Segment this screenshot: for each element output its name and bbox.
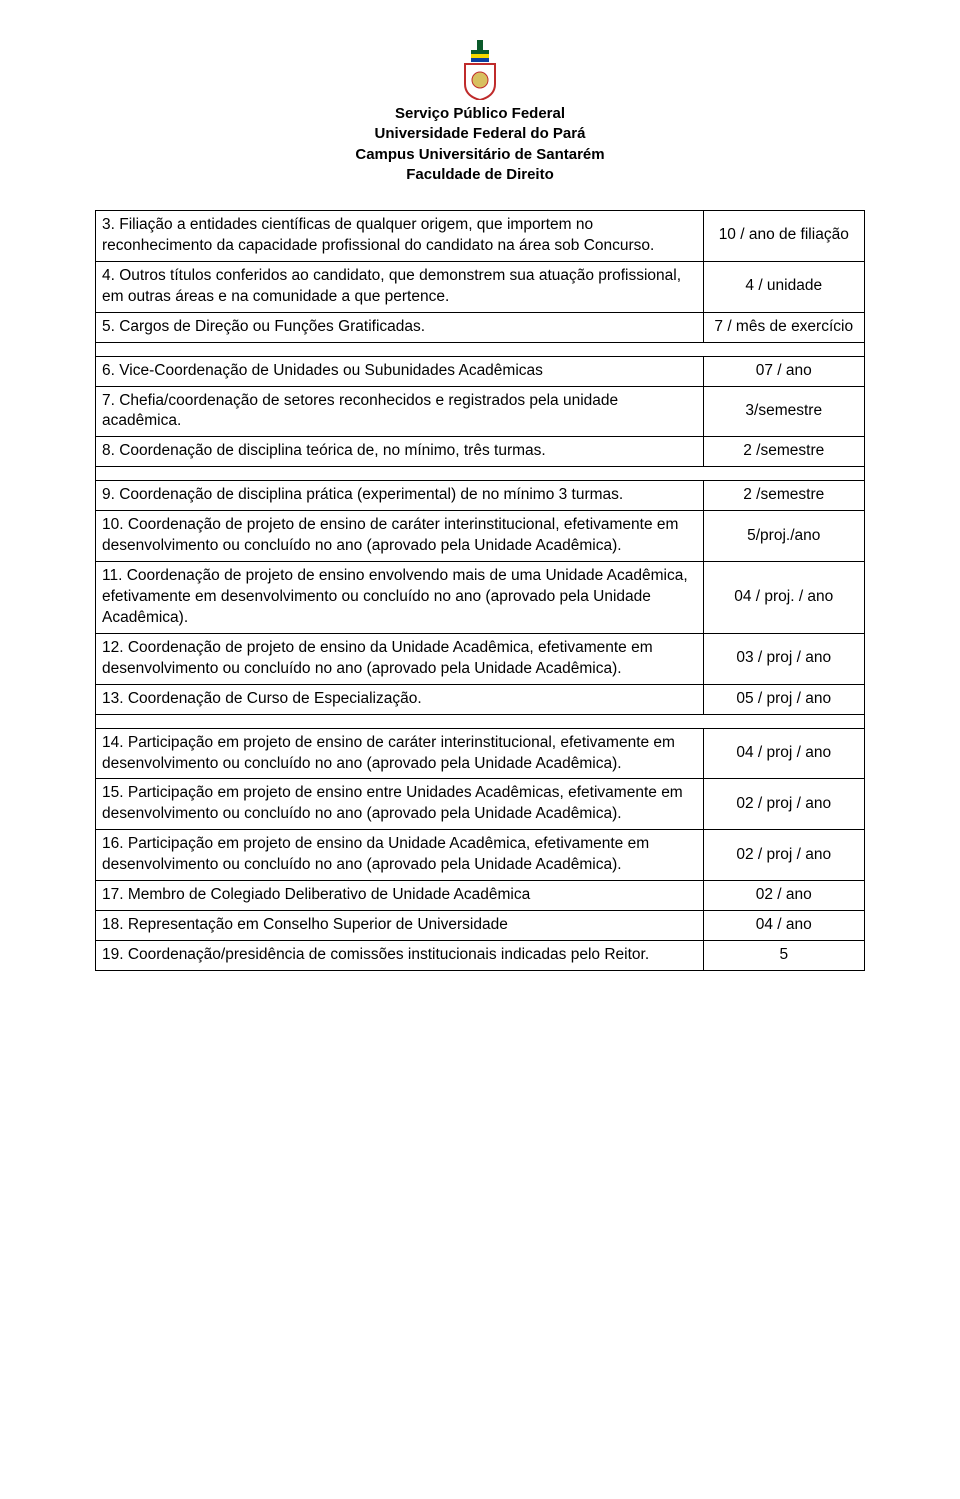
criteria-desc: 17. Membro de Colegiado Deliberativo de … — [96, 881, 704, 911]
criteria-points: 2 /semestre — [703, 481, 865, 511]
header-line-2: Universidade Federal do Pará — [95, 124, 865, 144]
criteria-desc: 9. Coordenação de disciplina prática (ex… — [96, 481, 704, 511]
criteria-desc: 4. Outros títulos conferidos ao candidat… — [96, 261, 704, 312]
criteria-desc: 16. Participação em projeto de ensino da… — [96, 830, 704, 881]
criteria-points: 04 / proj / ano — [703, 728, 865, 779]
criteria-points: 5/proj./ano — [703, 511, 865, 562]
criteria-points: 10 / ano de filiação — [703, 211, 865, 262]
table-row: 11. Coordenação de projeto de ensino env… — [96, 562, 865, 634]
criteria-desc: 3. Filiação a entidades científicas de q… — [96, 211, 704, 262]
criteria-desc: 18. Representação em Conselho Superior d… — [96, 911, 704, 941]
table-row: 12. Coordenação de projeto de ensino da … — [96, 633, 865, 684]
table-row: 4. Outros títulos conferidos ao candidat… — [96, 261, 865, 312]
table-row: 10. Coordenação de projeto de ensino de … — [96, 511, 865, 562]
criteria-desc: 7. Chefia/coordenação de setores reconhe… — [96, 386, 704, 437]
table-row: 13. Coordenação de Curso de Especializaç… — [96, 684, 865, 714]
criteria-points: 04 / proj. / ano — [703, 562, 865, 634]
table-gap — [96, 342, 865, 356]
criteria-table-c: 9. Coordenação de disciplina prática (ex… — [95, 480, 865, 728]
criteria-desc: 5. Cargos de Direção ou Funções Gratific… — [96, 312, 704, 342]
criteria-points: 02 / proj / ano — [703, 830, 865, 881]
criteria-points: 03 / proj / ano — [703, 633, 865, 684]
criteria-points: 7 / mês de exercício — [703, 312, 865, 342]
criteria-points: 02 / ano — [703, 881, 865, 911]
criteria-desc: 8. Coordenação de disciplina teórica de,… — [96, 437, 704, 467]
document-header: Serviço Público Federal Universidade Fed… — [95, 40, 865, 185]
table-row: 9. Coordenação de disciplina prática (ex… — [96, 481, 865, 511]
table-row: 17. Membro de Colegiado Deliberativo de … — [96, 881, 865, 911]
criteria-points: 02 / proj / ano — [703, 779, 865, 830]
table-row: 15. Participação em projeto de ensino en… — [96, 779, 865, 830]
table-gap — [96, 714, 865, 728]
criteria-desc: 13. Coordenação de Curso de Especializaç… — [96, 684, 704, 714]
criteria-desc: 19. Coordenação/presidência de comissões… — [96, 940, 704, 970]
criteria-points: 4 / unidade — [703, 261, 865, 312]
criteria-points: 5 — [703, 940, 865, 970]
criteria-points: 2 /semestre — [703, 437, 865, 467]
criteria-desc: 10. Coordenação de projeto de ensino de … — [96, 511, 704, 562]
table-gap — [96, 467, 865, 481]
header-line-1: Serviço Público Federal — [95, 104, 865, 124]
criteria-table-a: 3. Filiação a entidades científicas de q… — [95, 210, 865, 357]
table-row: 5. Cargos de Direção ou Funções Gratific… — [96, 312, 865, 342]
university-crest-icon — [455, 40, 505, 100]
criteria-desc: 11. Coordenação de projeto de ensino env… — [96, 562, 704, 634]
table-row: 14. Participação em projeto de ensino de… — [96, 728, 865, 779]
criteria-desc: 12. Coordenação de projeto de ensino da … — [96, 633, 704, 684]
table-row: 7. Chefia/coordenação de setores reconhe… — [96, 386, 865, 437]
header-line-3: Campus Universitário de Santarém — [95, 145, 865, 165]
table-row: 16. Participação em projeto de ensino da… — [96, 830, 865, 881]
criteria-desc: 14. Participação em projeto de ensino de… — [96, 728, 704, 779]
criteria-desc: 6. Vice-Coordenação de Unidades ou Subun… — [96, 356, 704, 386]
table-row: 6. Vice-Coordenação de Unidades ou Subun… — [96, 356, 865, 386]
table-row: 18. Representação em Conselho Superior d… — [96, 911, 865, 941]
criteria-points: 05 / proj / ano — [703, 684, 865, 714]
criteria-points: 04 / ano — [703, 911, 865, 941]
header-line-4: Faculdade de Direito — [95, 165, 865, 185]
criteria-points: 3/semestre — [703, 386, 865, 437]
criteria-points: 07 / ano — [703, 356, 865, 386]
page: Serviço Público Federal Universidade Fed… — [0, 0, 960, 1007]
criteria-desc: 15. Participação em projeto de ensino en… — [96, 779, 704, 830]
table-row: 3. Filiação a entidades científicas de q… — [96, 211, 865, 262]
table-row: 8. Coordenação de disciplina teórica de,… — [96, 437, 865, 467]
table-row: 19. Coordenação/presidência de comissões… — [96, 940, 865, 970]
criteria-table-b: 6. Vice-Coordenação de Unidades ou Subun… — [95, 356, 865, 482]
criteria-table-d: 14. Participação em projeto de ensino de… — [95, 728, 865, 971]
